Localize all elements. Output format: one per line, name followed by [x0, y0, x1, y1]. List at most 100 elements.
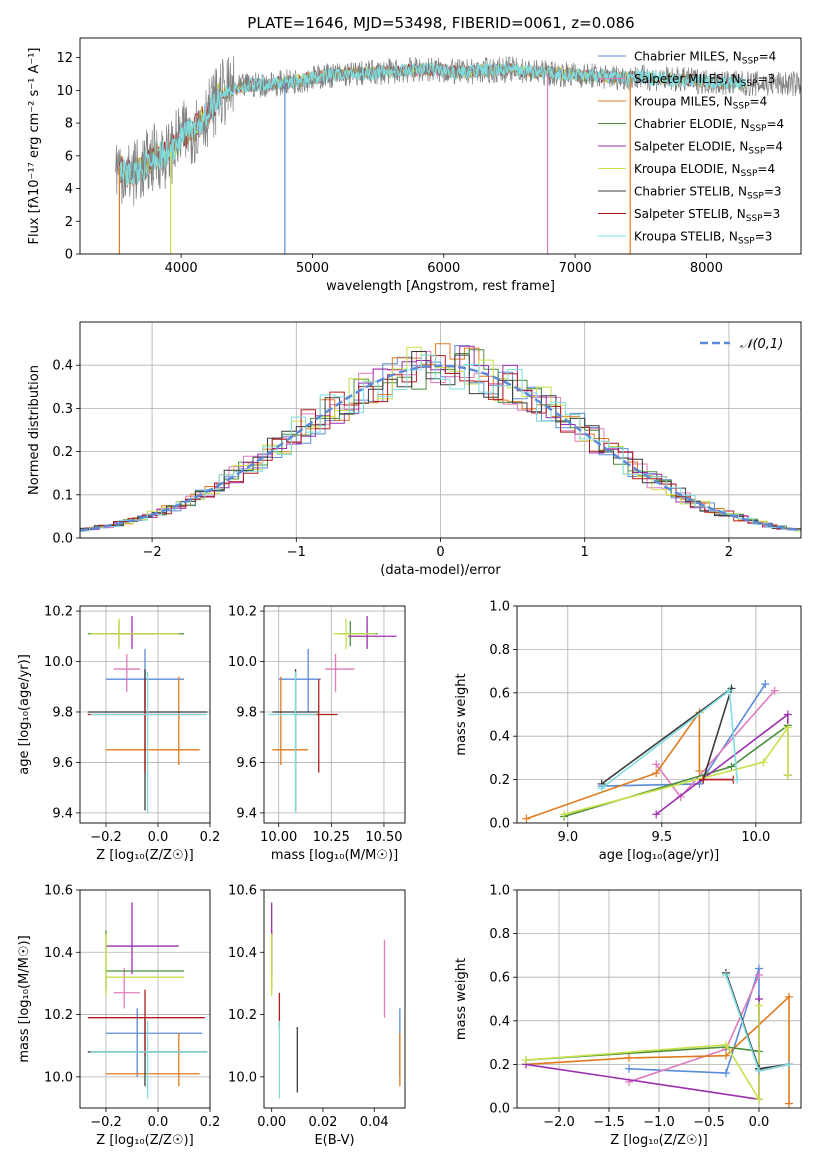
x-tick-label: 9.0	[557, 830, 578, 845]
model-line	[118, 61, 747, 186]
y-tick-label: 0.2	[489, 773, 510, 788]
weight-line	[725, 974, 790, 1072]
y-tick-label: 10.2	[228, 605, 257, 620]
y-tick-label: 0.0	[489, 1102, 510, 1117]
y-tick-label: 10.6	[228, 884, 257, 899]
plot-area-spectrum	[115, 55, 801, 254]
x-axis-label: Z [log₁₀(Z/Z☉)]	[96, 1133, 193, 1148]
histogram-series	[80, 351, 801, 532]
weight-marker	[625, 1053, 633, 1062]
y-tick-label: 0.6	[489, 686, 510, 701]
weight-marker	[699, 775, 708, 784]
weight-marker	[727, 762, 736, 771]
x-tick-label: 0.0	[148, 1115, 169, 1130]
y-tick-label: 0.8	[489, 643, 510, 658]
axes-frame	[79, 889, 211, 1109]
histogram-series	[80, 343, 801, 531]
chart-weight_vs_Z: −2.0 −1.5 −1.0 −0.5 0.0 0.0 0.2 0.4 0.6 0.8 1.0 Z […	[454, 884, 802, 1148]
weight-line	[655, 690, 776, 799]
weight-marker	[522, 814, 531, 823]
x-axis-label: E(B-V)	[314, 1133, 354, 1148]
plot-area-residuals	[80, 322, 801, 538]
axes-frame	[263, 889, 406, 1109]
chart-mass_vs_EBV: 0.00 0.02 0.04 10.0 10.2 10.4 10.6 E(B-V)	[228, 884, 406, 1148]
x-tick-label: 7000	[559, 261, 592, 276]
x-tick-label: 10.50	[365, 830, 402, 845]
x-tick-label: −1.5	[593, 1115, 625, 1130]
y-tick-label: 9.8	[52, 705, 73, 720]
weight-marker	[761, 680, 770, 689]
y-tick-label: 10.4	[44, 946, 73, 961]
figure-title: PLATE=1646, MJD=53498, FIBERID=0061, z=0…	[247, 14, 634, 32]
weight-marker	[722, 1051, 730, 1060]
x-tick-label: 0.04	[360, 1115, 389, 1130]
y-tick-label: 10.2	[228, 1008, 257, 1023]
x-tick-label: −1.0	[643, 1115, 675, 1130]
weight-marker	[725, 686, 734, 695]
y-tick-label: 10.0	[228, 1070, 257, 1085]
weight-marker	[625, 1064, 633, 1073]
x-tick-label: 0.0	[148, 830, 169, 845]
plot-area-age_vs_mass	[264, 606, 405, 823]
y-tick-label: 0.4	[52, 359, 73, 374]
y-tick-label: 9.4	[236, 806, 257, 821]
y-tick-label: 9.4	[52, 806, 73, 821]
weight-marker	[783, 723, 792, 732]
y-tick-label: 0	[65, 248, 73, 263]
y-tick-label: 10	[56, 84, 73, 99]
y-tick-label: 0.0	[52, 532, 73, 547]
x-tick-label: −0.5	[693, 1115, 725, 1130]
weight-line	[526, 709, 701, 820]
axes-frame	[79, 37, 802, 255]
weight-marker	[652, 769, 661, 778]
legend-label: Kroupa MILES, NSSP=4	[634, 95, 767, 112]
weight-marker	[522, 1056, 530, 1065]
y-tick-label: 0.2	[52, 445, 73, 460]
y-tick-label: 6	[65, 149, 73, 164]
y-tick-label: 12	[56, 51, 73, 66]
y-tick-label: 10.6	[44, 884, 73, 899]
y-axis-label: age [log₁₀(age/yr)]	[17, 654, 32, 775]
y-tick-label: 0.6	[489, 971, 510, 986]
x-axis-label: mass [log₁₀(M/M☉)]	[271, 848, 398, 863]
y-tick-label: 0.3	[52, 402, 73, 417]
x-tick-label: −2.0	[543, 1115, 575, 1130]
chart-mass_vs_Z: −0.2 0.0 0.2 10.0 10.2 10.4 10.6 Z [log₁₀(Z/Z☉)…	[17, 884, 220, 1149]
axes-frame	[263, 605, 406, 824]
axes-frame	[516, 889, 802, 1109]
y-tick-label: 10.0	[228, 655, 257, 670]
weight-marker	[722, 1040, 730, 1049]
weight-marker	[785, 992, 793, 1001]
legend-label: Chabrier MILES, NSSP=4	[634, 50, 776, 67]
y-tick-label: 0.2	[489, 1058, 510, 1073]
y-axis-label: mass weight	[454, 673, 469, 755]
x-tick-label: 0.2	[200, 1115, 221, 1130]
chart-age_vs_Z: −0.2 0.0 0.2 9.4 9.6 9.8 10.0 10.2 Z [log₁₀(Z/Z☉…	[17, 605, 220, 863]
x-tick-label: 0.00	[257, 1115, 286, 1130]
y-tick-label: 0.0	[489, 817, 510, 832]
y-tick-label: 0.4	[489, 730, 510, 745]
x-axis-label: wavelength [Angstrom, rest frame]	[326, 279, 555, 294]
legend-label: Salpeter ELODIE, NSSP=4	[634, 140, 783, 157]
axes-frame	[79, 321, 802, 539]
plot-area-age_vs_Z	[80, 606, 210, 823]
x-axis-label: Z [log₁₀(Z/Z☉)]	[96, 848, 193, 863]
legend-label: Kroupa STELIB, NSSP=3	[634, 230, 772, 247]
weight-marker	[770, 686, 779, 695]
y-tick-label: 9.8	[236, 705, 257, 720]
x-tick-label: 1	[581, 545, 589, 560]
weight-marker	[755, 1095, 763, 1104]
x-tick-label: −0.2	[90, 1115, 122, 1130]
weight-marker	[785, 1099, 793, 1108]
weight-marker	[755, 1001, 763, 1010]
x-tick-label: 0.02	[308, 1115, 337, 1130]
y-tick-label: 10.0	[44, 655, 73, 670]
x-tick-label: 5000	[296, 261, 329, 276]
y-tick-label: 10.2	[44, 1008, 73, 1023]
y-tick-label: 1.0	[489, 884, 510, 899]
y-tick-label: 10.2	[44, 605, 73, 620]
weight-marker	[755, 971, 763, 980]
histogram-series	[80, 354, 801, 532]
y-tick-label: 10.4	[228, 946, 257, 961]
